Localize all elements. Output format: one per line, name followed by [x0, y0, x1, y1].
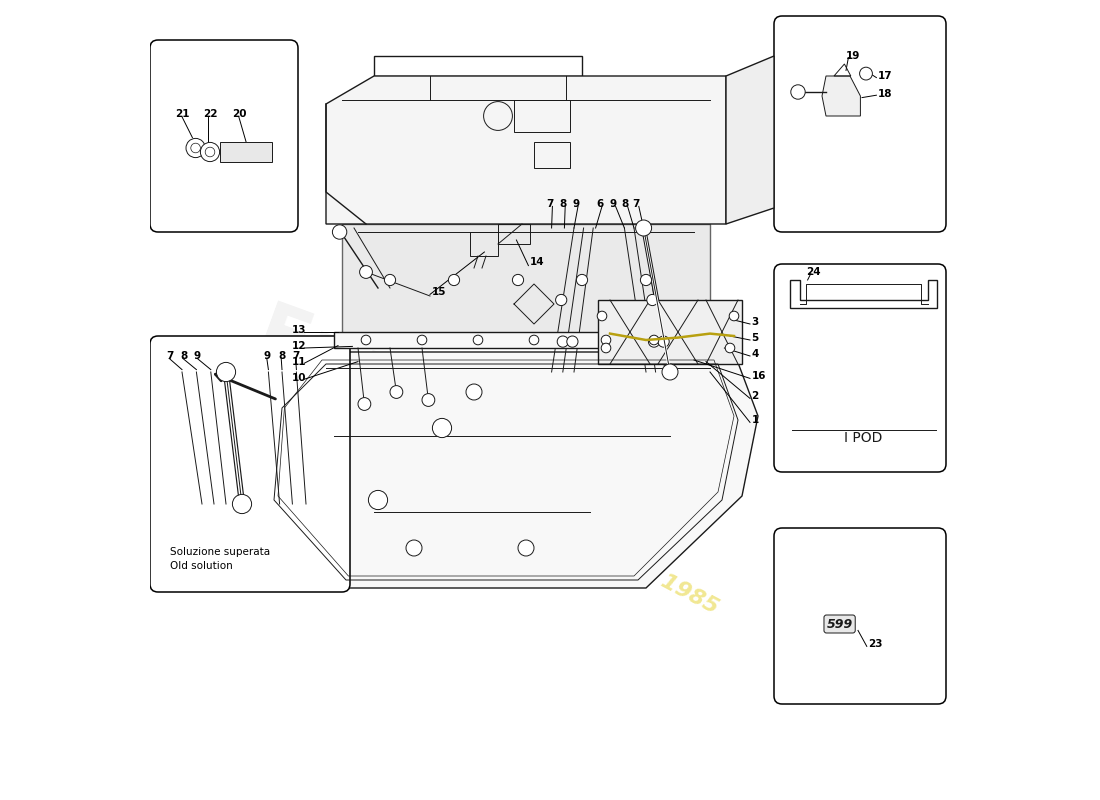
Text: 14: 14 — [530, 258, 544, 267]
Text: 9: 9 — [572, 199, 580, 209]
Polygon shape — [598, 300, 743, 364]
Circle shape — [368, 490, 387, 510]
Bar — [534, 142, 570, 168]
Text: 7: 7 — [547, 199, 553, 209]
Circle shape — [556, 294, 566, 306]
Circle shape — [597, 311, 607, 321]
Text: 22: 22 — [204, 110, 218, 119]
Circle shape — [658, 336, 669, 347]
Circle shape — [662, 364, 678, 380]
Circle shape — [647, 294, 658, 306]
Circle shape — [417, 335, 427, 345]
Text: 18: 18 — [878, 90, 892, 99]
Text: 2: 2 — [751, 391, 759, 401]
FancyBboxPatch shape — [150, 336, 350, 592]
Circle shape — [602, 335, 610, 345]
Circle shape — [576, 274, 587, 286]
Text: 15: 15 — [431, 287, 447, 297]
Bar — [514, 100, 570, 132]
Text: 13: 13 — [292, 326, 306, 335]
Text: 8: 8 — [621, 199, 629, 209]
Text: 4: 4 — [751, 349, 759, 358]
Circle shape — [640, 274, 651, 286]
FancyBboxPatch shape — [774, 528, 946, 704]
Text: 21: 21 — [176, 110, 190, 119]
Polygon shape — [334, 332, 670, 348]
Text: 10: 10 — [292, 373, 306, 382]
Circle shape — [558, 336, 569, 347]
Circle shape — [566, 336, 578, 347]
Text: Eurospares: Eurospares — [246, 298, 726, 534]
Text: 7: 7 — [632, 199, 640, 209]
Circle shape — [358, 398, 371, 410]
Text: 7: 7 — [293, 351, 300, 361]
Text: 23: 23 — [868, 639, 883, 649]
Circle shape — [636, 220, 651, 236]
Text: 12: 12 — [292, 342, 306, 351]
Circle shape — [361, 335, 371, 345]
Text: 24: 24 — [806, 267, 821, 277]
Circle shape — [432, 418, 452, 438]
Text: 1: 1 — [751, 415, 759, 425]
Text: 8: 8 — [559, 199, 566, 209]
Circle shape — [518, 540, 534, 556]
Circle shape — [449, 274, 460, 286]
Circle shape — [206, 147, 214, 157]
Circle shape — [332, 225, 346, 239]
Text: 3: 3 — [751, 317, 759, 326]
Text: Old solution: Old solution — [170, 562, 233, 571]
Circle shape — [466, 384, 482, 400]
Text: 599: 599 — [826, 618, 852, 630]
Text: 9: 9 — [264, 351, 271, 361]
Text: 7: 7 — [166, 351, 174, 361]
Circle shape — [232, 494, 252, 514]
Text: 20: 20 — [232, 110, 246, 119]
Text: 6: 6 — [596, 199, 603, 209]
Text: I POD: I POD — [845, 431, 883, 446]
Text: 16: 16 — [751, 371, 766, 381]
FancyBboxPatch shape — [774, 16, 946, 232]
Circle shape — [384, 274, 396, 286]
Polygon shape — [822, 76, 860, 116]
Circle shape — [186, 138, 206, 158]
Circle shape — [406, 540, 422, 556]
Polygon shape — [262, 352, 758, 588]
Circle shape — [217, 362, 235, 382]
Circle shape — [649, 335, 659, 345]
Circle shape — [360, 266, 373, 278]
Text: 17: 17 — [878, 71, 892, 81]
Text: a passion for parts since 1985: a passion for parts since 1985 — [378, 422, 722, 618]
FancyBboxPatch shape — [774, 264, 946, 472]
Circle shape — [725, 343, 735, 353]
Circle shape — [513, 274, 524, 286]
Circle shape — [473, 335, 483, 345]
Circle shape — [200, 142, 220, 162]
Circle shape — [648, 336, 660, 347]
Text: 5: 5 — [751, 333, 759, 342]
Polygon shape — [326, 76, 726, 224]
Circle shape — [390, 386, 403, 398]
Text: 8: 8 — [278, 351, 285, 361]
Text: 19: 19 — [846, 51, 860, 61]
Bar — [220, 142, 273, 162]
Circle shape — [791, 85, 805, 99]
Circle shape — [729, 311, 739, 321]
Polygon shape — [342, 224, 710, 344]
Polygon shape — [726, 56, 774, 224]
Circle shape — [859, 67, 872, 80]
Circle shape — [602, 343, 610, 353]
Text: 9: 9 — [194, 351, 201, 361]
Text: 11: 11 — [292, 357, 306, 366]
Circle shape — [422, 394, 435, 406]
Text: Soluzione superata: Soluzione superata — [170, 547, 271, 557]
Circle shape — [529, 335, 539, 345]
Circle shape — [190, 143, 200, 153]
FancyBboxPatch shape — [150, 40, 298, 232]
Text: 8: 8 — [180, 351, 188, 361]
Bar — [470, 232, 498, 256]
Text: 9: 9 — [609, 199, 617, 209]
